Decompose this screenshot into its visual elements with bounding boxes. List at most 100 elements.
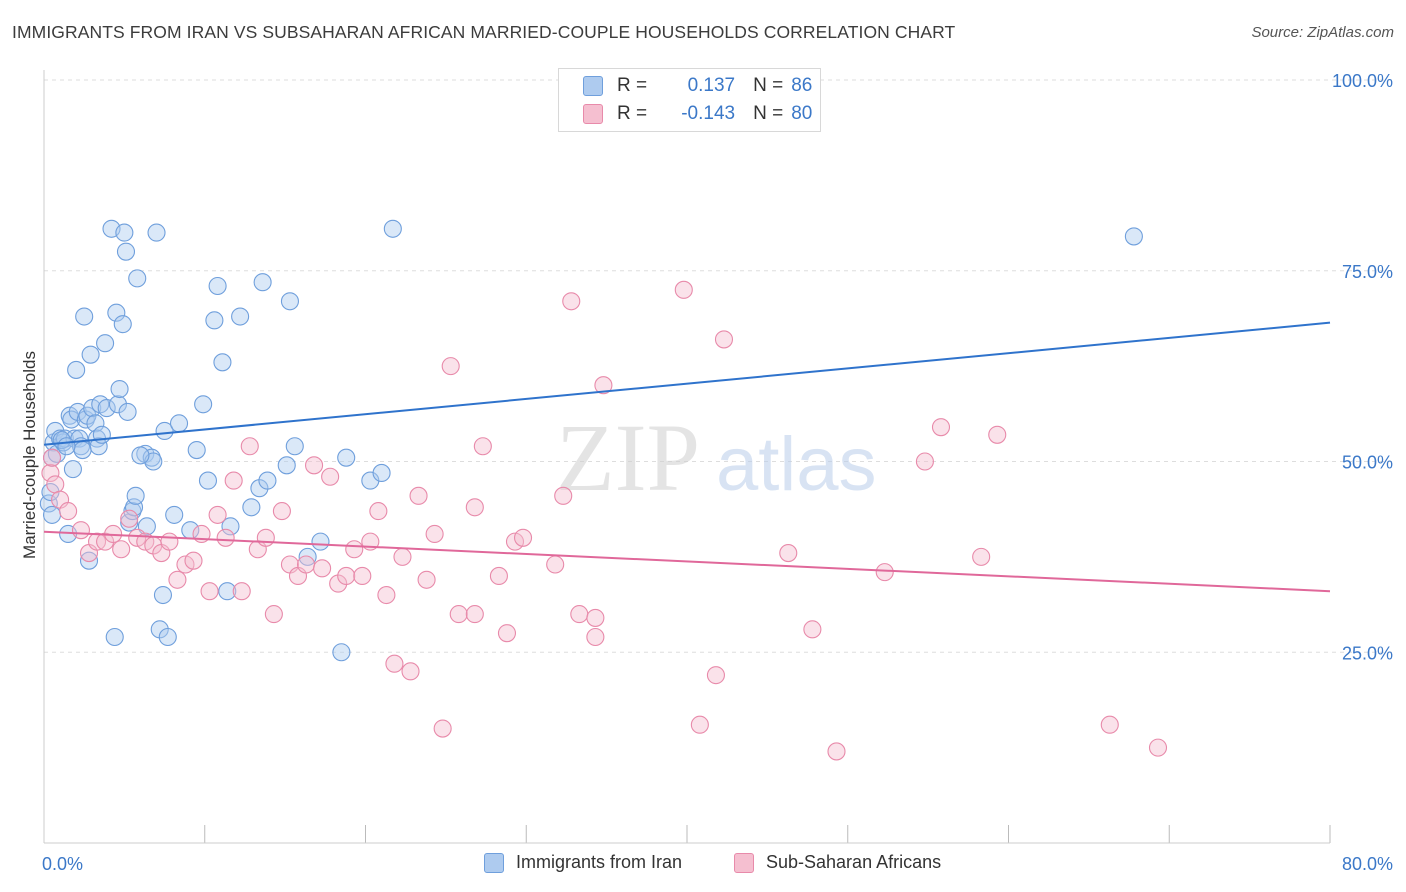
- iran-point-84: [57, 437, 76, 456]
- subsaharan-point-67: [674, 280, 693, 299]
- iran-point-61: [213, 353, 232, 372]
- subsaharan-point-5: [71, 521, 91, 540]
- subsaharan-point-26: [240, 437, 259, 456]
- y-tick-label: 100.0%: [1332, 71, 1393, 91]
- subsaharan-point-47: [409, 486, 428, 505]
- iran-point-85: [131, 446, 150, 465]
- subsaharan-point-30: [272, 502, 291, 521]
- subsaharan-point-78: [988, 425, 1007, 444]
- legend-label-iran: Immigrants from Iran: [516, 852, 683, 872]
- subsaharan-point-24: [224, 471, 243, 490]
- subsaharan-point-19: [184, 551, 203, 570]
- legend-r-label: R =: [617, 75, 648, 96]
- chart-title: IMMIGRANTS FROM IRAN VS SUBSAHARAN AFRIC…: [12, 22, 956, 42]
- iran-point-69: [277, 456, 296, 475]
- iran-point-22: [81, 345, 100, 364]
- iran-point-34: [110, 379, 129, 399]
- iran-point-51: [155, 421, 174, 441]
- subsaharan-point-79: [1100, 715, 1119, 734]
- subsaharan-point-17: [168, 570, 187, 589]
- watermark: ZIP atlas: [556, 404, 877, 511]
- iran-point-56: [187, 441, 206, 460]
- iran-point-41: [124, 498, 144, 517]
- iran-point-24: [86, 414, 105, 433]
- subsaharan-point-46: [401, 662, 420, 681]
- iran-point-70: [280, 292, 299, 311]
- subsaharan-point-54: [465, 605, 484, 624]
- subsaharan-point-69: [706, 666, 725, 685]
- subsaharan-point-77: [972, 547, 991, 566]
- subsaharan-point-60: [546, 555, 565, 574]
- legend-r-value: -0.143: [681, 103, 736, 124]
- subsaharan-point-25: [232, 582, 251, 601]
- subsaharan-point-40: [353, 566, 372, 586]
- subsaharan-point-68: [690, 715, 709, 734]
- subsaharan-point-62: [562, 292, 581, 311]
- iran-point-0: [39, 494, 58, 513]
- legend-row-iran: R = 0.137 N = 86: [583, 73, 812, 99]
- series-legend: Immigrants from Iran Sub-Saharan African…: [0, 852, 1406, 878]
- watermark-zip: ZIP: [556, 404, 700, 511]
- iran-point-68: [258, 471, 277, 490]
- subsaharan-point-43: [377, 585, 396, 605]
- iran-trendline: [43, 321, 1331, 446]
- subsaharan-point-34: [305, 456, 324, 475]
- subsaharan-point-59: [513, 528, 533, 547]
- iran-point-29: [97, 399, 116, 418]
- iran-point-32: [107, 303, 126, 322]
- subsaharan-point-49: [425, 524, 444, 544]
- subsaharan-point-56: [489, 566, 508, 586]
- iran-point-42: [126, 486, 145, 505]
- subsaharan-point-10: [112, 540, 131, 559]
- legend-swatch-blue: [484, 852, 504, 873]
- iran-point-79: [1124, 227, 1143, 246]
- subsaharan-point-38: [337, 566, 356, 586]
- legend-swatch-pink: [583, 104, 603, 124]
- iran-point-35: [113, 315, 132, 334]
- iran-point-48: [147, 223, 166, 242]
- subsaharan-point-71: [779, 544, 798, 563]
- iran-point-63: [221, 517, 240, 536]
- legend-n-value: 86: [791, 75, 813, 96]
- trendlines: [43, 321, 1331, 593]
- subsaharan-point-21: [200, 582, 219, 601]
- subsaharan-point-4: [59, 502, 78, 521]
- legend-r-value: 0.137: [687, 75, 736, 96]
- subsaharan-point-70: [714, 330, 734, 349]
- subsaharan-point-63: [570, 605, 589, 624]
- subsaharan-trendline: [43, 530, 1331, 593]
- iran-point-31: [105, 627, 124, 647]
- subsaharan-point-73: [827, 742, 846, 761]
- subsaharan-point-51: [441, 357, 460, 376]
- iran-point-52: [158, 627, 177, 647]
- subsaharan-point-66: [586, 608, 605, 627]
- iran-point-82: [73, 441, 92, 460]
- iran-point-77: [372, 463, 391, 482]
- x-tick-label: 0.0%: [42, 854, 83, 874]
- subsaharan-point-33: [296, 555, 316, 574]
- iran-point-74: [332, 643, 351, 662]
- subsaharan-point-55: [473, 437, 492, 456]
- subsaharan-point-23: [216, 528, 235, 547]
- subsaharan-point-36: [321, 467, 340, 486]
- iran-point-18: [75, 307, 94, 326]
- subsaharan-point-64: [586, 627, 605, 647]
- iran-point-67: [253, 273, 272, 292]
- subsaharan-point-45: [393, 547, 412, 566]
- legend-swatch-blue: [583, 76, 603, 96]
- subsaharan-point-29: [264, 605, 283, 624]
- legend-n-label: N =: [753, 75, 784, 96]
- subsaharan-point-39: [345, 540, 364, 559]
- correlation-legend: R = 0.137 N = 86 R = -0.143 N = 80: [558, 68, 821, 132]
- subsaharan-point-57: [497, 624, 517, 643]
- iran-point-73: [311, 532, 330, 551]
- subsaharan-point-50: [433, 719, 452, 738]
- iran-point-71: [285, 437, 304, 456]
- subsaharan-point-74: [875, 563, 894, 582]
- subsaharan-point-75: [915, 452, 934, 471]
- subsaharan-point-76: [931, 418, 951, 437]
- chart-source: Source: ZipAtlas.com: [1251, 24, 1394, 41]
- subsaharan-point-72: [803, 620, 822, 639]
- legend-n-label: N =: [753, 103, 784, 124]
- iran-point-33: [108, 395, 127, 414]
